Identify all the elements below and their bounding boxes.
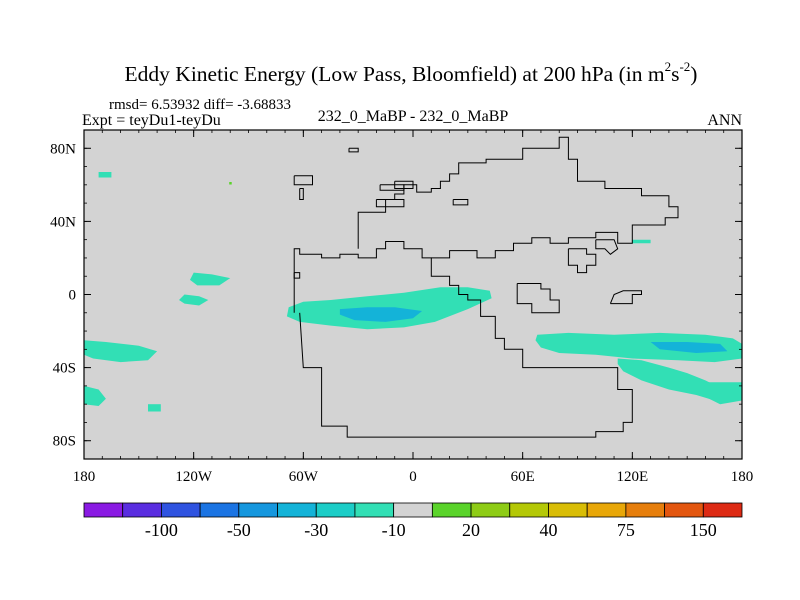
colorbar-box: [354, 502, 395, 518]
colorbar-box: [664, 502, 704, 518]
colorbar-box: [122, 502, 162, 518]
colorbar-label: -10: [382, 520, 406, 540]
x-tick-label: 0: [409, 469, 417, 485]
small-south-pacific-anomaly: [148, 404, 161, 412]
x-tick-label: 60E: [511, 469, 535, 485]
coastline-island-f: [379, 184, 405, 191]
colorbar-box: [161, 502, 201, 518]
x-tick-label: 120E: [616, 469, 648, 485]
x-tick-label: 180: [731, 469, 754, 485]
colorbar-box: [548, 502, 588, 518]
coastline-island-k: [609, 290, 642, 305]
south-east-pacific-anomaly: [683, 378, 742, 405]
coastline-island-i: [516, 283, 560, 314]
case-label: 232_0_MaBP - 232_0_MaBP: [318, 108, 509, 125]
anomaly-regions: [84, 172, 742, 412]
x-tick-label: 180: [73, 469, 96, 485]
coastline-island-a: [348, 147, 359, 153]
y-tick-label: 40S: [53, 361, 76, 377]
colorbar-box: [199, 502, 240, 518]
y-tick-label: 0: [69, 288, 77, 304]
colorbar-label: 20: [462, 520, 480, 540]
colorbar-label: 40: [539, 520, 557, 540]
colorbar-label: 75: [617, 520, 635, 540]
colorbar: -100 -50 -30 -10 20 40 75 150: [83, 502, 743, 540]
coastline-island-b: [293, 175, 313, 186]
coastline-island-h: [293, 272, 301, 279]
chart-title: Eddy Kinetic Energy (Low Pass, Bloomfiel…: [125, 59, 698, 86]
colorbar-box: [702, 502, 743, 518]
stats-label: rmsd= 6.53932 diff= -3.68833: [109, 97, 291, 113]
far-south-pacific-anomaly: [84, 385, 106, 406]
coastline-northern-landmass: [357, 136, 679, 259]
colorbar-box: [393, 502, 433, 518]
subtropical-pacific-anomaly: [179, 294, 209, 306]
y-tick-label: 80S: [53, 434, 76, 450]
colorbar-box: [431, 502, 472, 518]
coastline-island-d: [394, 180, 414, 189]
y-tick-label: 80N: [50, 141, 76, 157]
coastline-island-c: [299, 188, 304, 200]
coastline-island-l: [595, 239, 619, 255]
coastline-island-g: [452, 199, 469, 206]
north-pacific-dot: [98, 172, 112, 178]
y-tick-label: 40N: [50, 214, 76, 230]
map-axes: 180 120W 60W 0 60E 120E 180 80N 40N 0 40S 80S: [50, 130, 753, 485]
coastline-island-j: [567, 248, 597, 274]
x-tick-label: 60W: [289, 469, 319, 485]
x-tick-label: 120W: [175, 469, 213, 485]
south-indian-core: [650, 342, 728, 353]
north-indian-dot: [632, 239, 651, 244]
colorbar-box: [625, 502, 665, 518]
colorbar-box: [277, 502, 317, 518]
colorbar-label: -100: [145, 520, 178, 540]
season-label: ANN: [707, 112, 742, 129]
colorbar-label: -30: [304, 520, 328, 540]
colorbar-box: [238, 502, 278, 518]
colorbar-box: [586, 502, 627, 518]
coastline-island-e: [375, 199, 405, 208]
experiment-label: Expt = teyDu1-teyDu: [82, 112, 221, 129]
colorbar-label: 150: [690, 520, 717, 540]
colorbar-label: -50: [227, 520, 251, 540]
coastline-main-continent: [293, 241, 633, 438]
colorbar-box: [83, 502, 124, 518]
coastlines: [293, 136, 679, 438]
north-atlantic-dot: [229, 182, 232, 185]
south-pacific-anomaly: [84, 340, 158, 363]
equatorial-atlantic-core: [339, 307, 423, 322]
colorbar-box: [315, 502, 356, 518]
colorbar-box: [470, 502, 511, 518]
south-indian-anomaly: [535, 332, 742, 363]
colorbar-box: [509, 502, 549, 518]
tropical-east-pacific-anomaly: [190, 272, 231, 286]
